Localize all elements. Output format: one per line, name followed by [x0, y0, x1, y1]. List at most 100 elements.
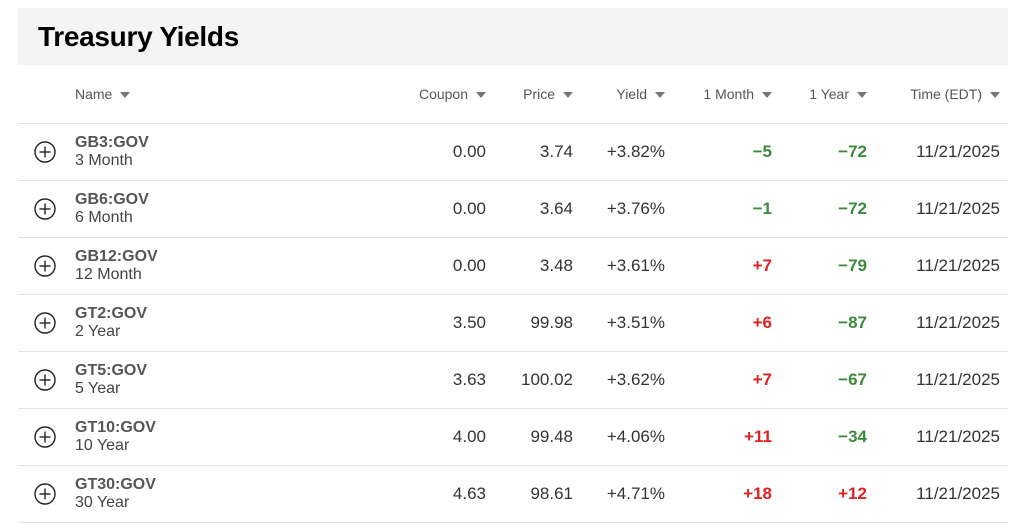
coupon-cell: 4.00 — [301, 408, 486, 466]
ticker-symbol[interactable]: GB12:GOV — [75, 248, 158, 265]
ticker-symbol[interactable]: GB3:GOV — [75, 134, 149, 151]
treasury-yields-panel: Treasury Yields Name Coupon Pri — [18, 8, 1008, 523]
column-header-label: Time (EDT) — [910, 86, 982, 102]
price-cell: 100.02 — [486, 351, 573, 409]
security-description: 5 Year — [75, 380, 121, 397]
add-circle-icon[interactable] — [34, 141, 56, 163]
coupon-cell: 3.63 — [301, 351, 486, 409]
yields-table: Name Coupon Price Yield 1 Month 1 Year — [18, 65, 1008, 523]
table-row[interactable]: GT2:GOV 2 Year 3.50 99.98 +3.51% +6 −87 11/21/2… — [18, 294, 1008, 352]
sort-down-icon — [990, 92, 1000, 98]
security-description: 3 Month — [75, 152, 133, 169]
one-year-change-cell: −67 — [772, 351, 867, 409]
table-header-row: Name Coupon Price Yield 1 Month 1 Year — [18, 65, 1008, 124]
name-cell: GT30:GOV 30 Year — [75, 465, 301, 523]
time-cell: 11/21/2025 — [867, 408, 1008, 466]
column-header-name[interactable]: Name — [75, 65, 301, 124]
price-cell: 99.48 — [486, 408, 573, 466]
one-month-change-cell: +7 — [665, 351, 772, 409]
column-header-label: Yield — [616, 86, 647, 102]
coupon-cell: 0.00 — [301, 123, 486, 181]
column-header-1-year[interactable]: 1 Year — [772, 65, 867, 124]
time-cell: 11/21/2025 — [867, 465, 1008, 523]
sort-down-icon — [120, 92, 131, 98]
table-row[interactable]: GT30:GOV 30 Year 4.63 98.61 +4.71% +18 +12 11/2… — [18, 465, 1008, 523]
ticker-symbol[interactable]: GB6:GOV — [75, 191, 149, 208]
column-header-time[interactable]: Time (EDT) — [867, 65, 1008, 124]
name-cell: GT2:GOV 2 Year — [75, 294, 301, 352]
coupon-cell: 0.00 — [301, 237, 486, 295]
header-spacer — [18, 65, 75, 124]
name-cell: GB6:GOV 6 Month — [75, 180, 301, 238]
yield-cell: +4.06% — [573, 408, 665, 466]
add-circle-icon[interactable] — [34, 483, 56, 505]
column-header-1-month[interactable]: 1 Month — [665, 65, 772, 124]
name-cell: GB12:GOV 12 Month — [75, 237, 301, 295]
price-cell: 98.61 — [486, 465, 573, 523]
column-header-label: 1 Month — [703, 86, 754, 102]
ticker-symbol[interactable]: GT2:GOV — [75, 305, 148, 322]
price-cell: 99.98 — [486, 294, 573, 352]
yield-cell: +3.61% — [573, 237, 665, 295]
one-year-change-cell: +12 — [772, 465, 867, 523]
coupon-cell: 4.63 — [301, 465, 486, 523]
column-header-yield[interactable]: Yield — [573, 65, 665, 124]
expand-cell — [18, 351, 75, 409]
one-month-change-cell: −5 — [665, 123, 772, 181]
security-description: 10 Year — [75, 437, 130, 454]
one-year-change-cell: −72 — [772, 180, 867, 238]
table-row[interactable]: GT5:GOV 5 Year 3.63 100.02 +3.62% +7 −67 11/21/… — [18, 351, 1008, 409]
yield-cell: +3.51% — [573, 294, 665, 352]
ticker-symbol[interactable]: GT5:GOV — [75, 362, 148, 379]
column-header-label: Name — [75, 86, 113, 102]
expand-cell — [18, 123, 75, 181]
sort-down-icon — [857, 92, 867, 98]
sort-down-icon — [476, 92, 486, 98]
add-circle-icon[interactable] — [34, 198, 56, 220]
yield-cell: +4.71% — [573, 465, 665, 523]
column-header-price[interactable]: Price — [486, 65, 573, 124]
one-year-change-cell: −72 — [772, 123, 867, 181]
one-month-change-cell: +18 — [665, 465, 772, 523]
add-circle-icon[interactable] — [34, 369, 56, 391]
add-circle-icon[interactable] — [34, 312, 56, 334]
one-year-change-cell: −79 — [772, 237, 867, 295]
one-year-change-cell: −34 — [772, 408, 867, 466]
expand-cell — [18, 294, 75, 352]
table-row[interactable]: GB12:GOV 12 Month 0.00 3.48 +3.61% +7 −79 11/21… — [18, 237, 1008, 295]
yield-cell: +3.62% — [573, 351, 665, 409]
security-description: 2 Year — [75, 323, 121, 340]
add-circle-icon[interactable] — [34, 426, 56, 448]
time-cell: 11/21/2025 — [867, 294, 1008, 352]
page-title: Treasury Yields — [38, 20, 239, 52]
add-circle-icon[interactable] — [34, 255, 56, 277]
time-cell: 11/21/2025 — [867, 180, 1008, 238]
one-month-change-cell: +6 — [665, 294, 772, 352]
yield-cell: +3.82% — [573, 123, 665, 181]
column-header-coupon[interactable]: Coupon — [301, 65, 486, 124]
table-row[interactable]: GT10:GOV 10 Year 4.00 99.48 +4.06% +11 −34 11/2… — [18, 408, 1008, 466]
ticker-symbol[interactable]: GT30:GOV — [75, 476, 156, 493]
column-header-label: 1 Year — [809, 86, 849, 102]
time-cell: 11/21/2025 — [867, 351, 1008, 409]
one-month-change-cell: −1 — [665, 180, 772, 238]
column-header-label: Price — [523, 86, 555, 102]
price-cell: 3.64 — [486, 180, 573, 238]
price-cell: 3.48 — [486, 237, 573, 295]
column-header-label: Coupon — [418, 86, 468, 102]
coupon-cell: 3.50 — [301, 294, 486, 352]
table-row[interactable]: GB3:GOV 3 Month 0.00 3.74 +3.82% −5 −72 11/21/2… — [18, 123, 1008, 181]
expand-cell — [18, 408, 75, 466]
title-bar: Treasury Yields — [18, 8, 1008, 65]
table-row[interactable]: GB6:GOV 6 Month 0.00 3.64 +3.76% −1 −72 11/21/2… — [18, 180, 1008, 238]
name-cell: GT5:GOV 5 Year — [75, 351, 301, 409]
ticker-symbol[interactable]: GT10:GOV — [75, 419, 156, 436]
security-description: 12 Month — [75, 266, 142, 283]
sort-down-icon — [563, 92, 573, 98]
one-month-change-cell: +7 — [665, 237, 772, 295]
time-cell: 11/21/2025 — [867, 237, 1008, 295]
time-cell: 11/21/2025 — [867, 123, 1008, 181]
expand-cell — [18, 465, 75, 523]
name-cell: GT10:GOV 10 Year — [75, 408, 301, 466]
expand-cell — [18, 237, 75, 295]
